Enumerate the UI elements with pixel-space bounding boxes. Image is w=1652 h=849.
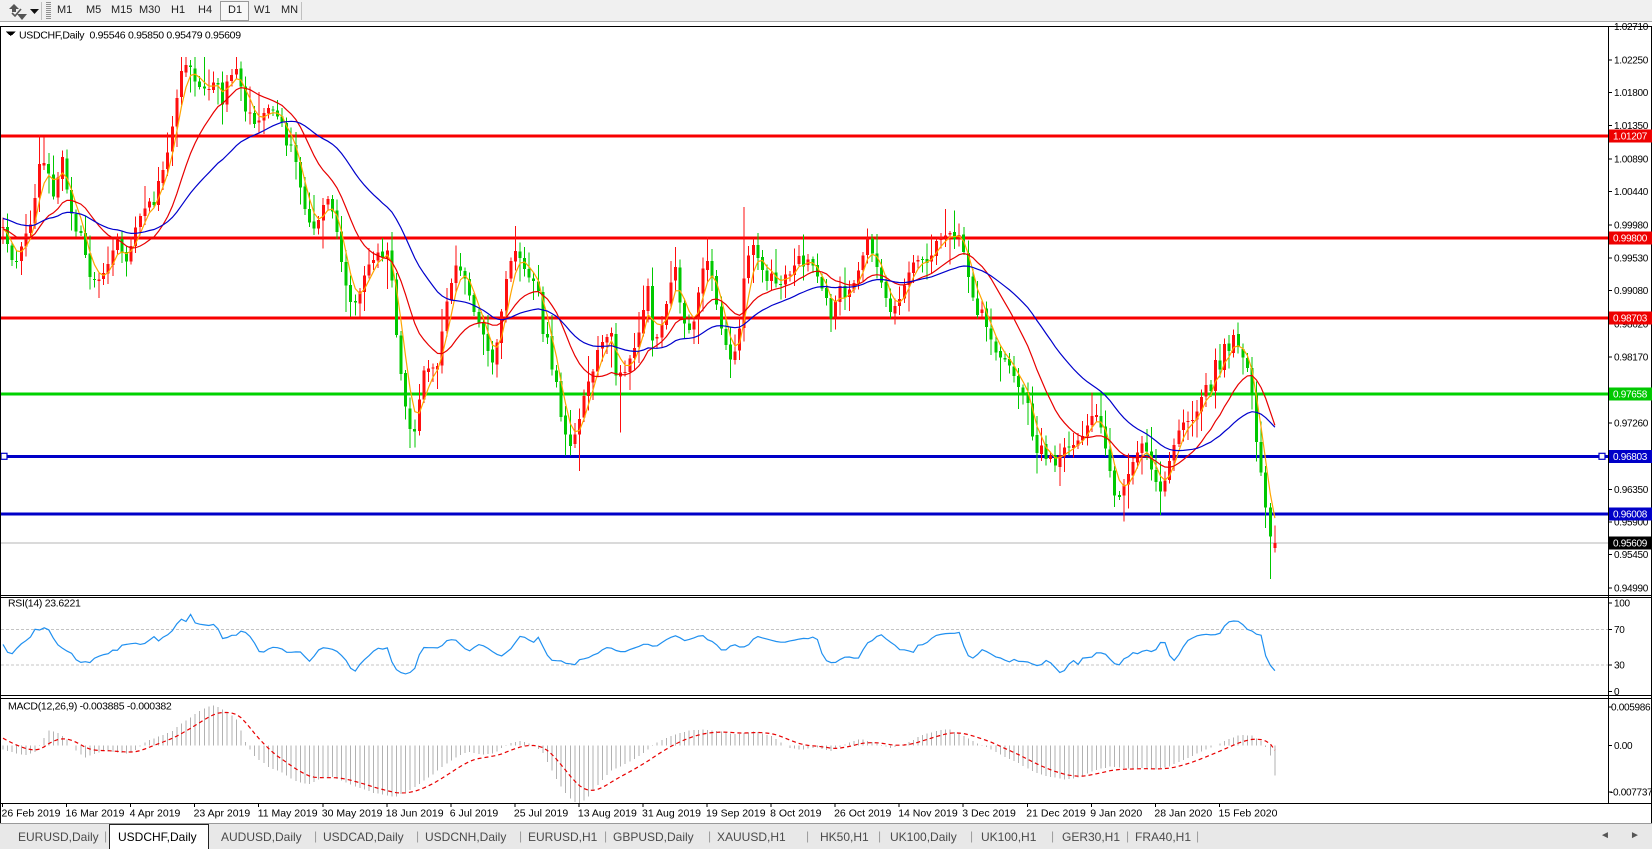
svg-text:9 Jan 2020: 9 Jan 2020 [1090,808,1142,820]
svg-text:0.98703: 0.98703 [1613,314,1648,325]
svg-text:1.01207: 1.01207 [1613,131,1648,142]
svg-text:0.97260: 0.97260 [1614,419,1649,430]
svg-text:RSI(14) 23.6221: RSI(14) 23.6221 [8,598,81,610]
svg-text:MACD(12,26,9) -0.003885 -0.000: MACD(12,26,9) -0.003885 -0.000382 [8,701,172,713]
svg-text:6 Jul 2019: 6 Jul 2019 [450,808,499,820]
svg-text:1.02250: 1.02250 [1614,56,1649,67]
svg-text:USDCHF,Daily 0.95546 0.95850: USDCHF,Daily 0.95546 0.95850 0.95479 0.9… [19,30,241,42]
svg-text:31 Aug 2019: 31 Aug 2019 [642,808,701,820]
svg-text:0.99980: 0.99980 [1614,221,1649,232]
svg-text:8 Oct 2019: 8 Oct 2019 [770,808,822,820]
svg-text:3 Dec 2019: 3 Dec 2019 [962,808,1016,820]
svg-text:28 Jan 2020: 28 Jan 2020 [1154,808,1212,820]
svg-text:0.005986: 0.005986 [1611,703,1651,714]
svg-text:0.95450: 0.95450 [1614,550,1649,561]
svg-text:21 Dec 2019: 21 Dec 2019 [1026,808,1086,820]
svg-text:26 Oct 2019: 26 Oct 2019 [834,808,891,820]
svg-text:11 May 2019: 11 May 2019 [258,808,318,820]
svg-text:0: 0 [1614,687,1620,698]
svg-text:25 Jul 2019: 25 Jul 2019 [514,808,568,820]
svg-text:100: 100 [1614,598,1631,609]
svg-text:0.98170: 0.98170 [1614,352,1649,363]
svg-text:26 Feb 2019: 26 Feb 2019 [2,808,61,820]
svg-text:70: 70 [1614,625,1625,636]
svg-text:0.99530: 0.99530 [1614,253,1649,264]
svg-text:14 Nov 2019: 14 Nov 2019 [898,808,958,820]
svg-text:1.01350: 1.01350 [1614,121,1649,132]
svg-text:19 Sep 2019: 19 Sep 2019 [706,808,766,820]
svg-text:0.96008: 0.96008 [1613,510,1648,521]
svg-text:0.96803: 0.96803 [1613,452,1648,463]
svg-text:0.00: 0.00 [1614,741,1633,752]
svg-text:0.97658: 0.97658 [1613,390,1648,401]
svg-text:4 Apr 2019: 4 Apr 2019 [130,808,181,820]
svg-text:0.94990: 0.94990 [1614,584,1649,595]
svg-text:1.00440: 1.00440 [1614,187,1649,198]
svg-text:1.01800: 1.01800 [1614,88,1649,99]
svg-text:0.95609: 0.95609 [1613,539,1648,550]
svg-text:23 Apr 2019: 23 Apr 2019 [194,808,251,820]
svg-text:30 May 2019: 30 May 2019 [322,808,383,820]
svg-text:15 Feb 2020: 15 Feb 2020 [1219,808,1278,820]
svg-text:-0.007737: -0.007737 [1610,788,1652,799]
svg-text:0.99080: 0.99080 [1614,286,1649,297]
svg-text:0.99800: 0.99800 [1613,234,1648,245]
svg-text:30: 30 [1614,661,1625,672]
svg-text:0.96350: 0.96350 [1614,485,1649,496]
svg-text:0.95900: 0.95900 [1614,518,1649,529]
svg-text:18 Jun 2019: 18 Jun 2019 [386,808,444,820]
svg-text:16 Mar 2019: 16 Mar 2019 [66,808,125,820]
svg-text:1.00890: 1.00890 [1614,154,1649,165]
svg-text:1.02710: 1.02710 [1614,22,1649,33]
svg-text:0.98620: 0.98620 [1614,320,1649,331]
svg-text:13 Aug 2019: 13 Aug 2019 [578,808,637,820]
